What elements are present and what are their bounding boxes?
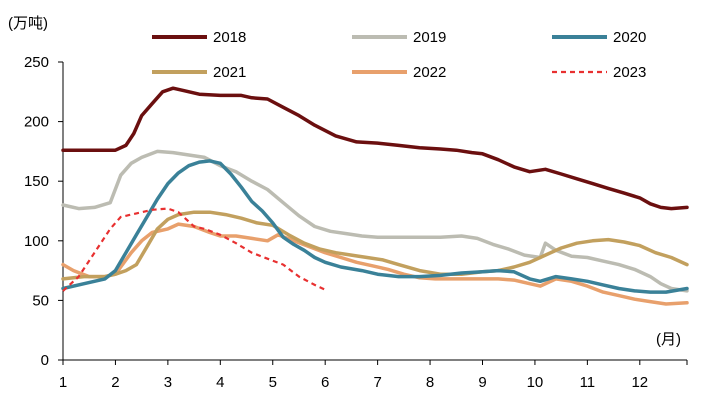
series-line-2021 [61,210,689,281]
legend-label-2020: 2020 [613,29,646,46]
legend-label-2022: 2022 [413,64,446,81]
legend-label-2021: 2021 [213,64,246,81]
x-tick-label: 9 [478,374,486,391]
series-line-2022 [61,222,689,306]
legend-label-2019: 2019 [413,29,446,46]
y-unit-label: (万吨) [8,15,48,32]
x-tick-label: 10 [527,374,544,391]
x-tick-label: 7 [373,374,381,391]
y-tick-label: 150 [24,173,49,190]
y-tick-label: 0 [41,352,49,369]
x-tick-label: 4 [216,374,224,391]
x-tick-label: 8 [426,374,434,391]
x-axis: 1 2 3 4 5 6 7 8 9 10 11 12 [59,359,688,391]
y-tick-label: 50 [32,292,49,309]
y-tick-label: 200 [24,114,49,131]
x-unit-label: (月) [656,331,681,348]
legend: 2018 2019 2020 2021 2022 2023 [152,29,646,81]
series-line-2019 [61,149,689,293]
series-line-2020 [61,159,689,294]
series-lines [61,86,689,306]
series-line-2023 [62,207,326,292]
legend-label-2023: 2023 [613,64,646,81]
x-tick-label: 1 [59,374,67,391]
y-tick-label: 100 [24,233,49,250]
legend-label-2018: 2018 [213,29,246,46]
x-tick-label: 2 [111,374,119,391]
y-tick-label: 250 [24,54,49,71]
x-tick-label: 3 [164,374,172,391]
x-tick-label: 11 [580,374,596,391]
x-tick-label: 12 [631,374,648,391]
x-tick-label: 6 [321,374,329,391]
y-axis: 0 50 100 150 200 250 [24,54,64,369]
x-tick-label: 5 [269,374,277,391]
series-line-2018 [61,86,689,211]
